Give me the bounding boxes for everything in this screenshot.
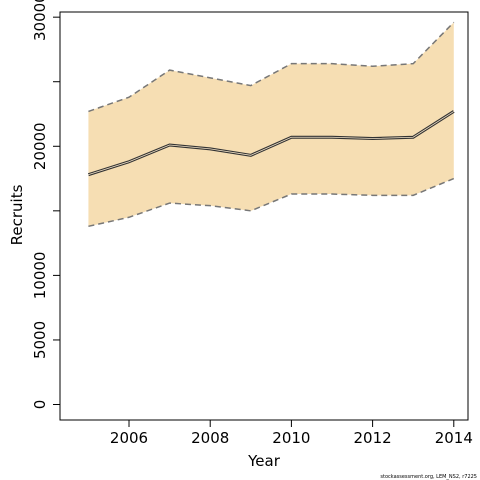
x-tick-label-2014: 2014 xyxy=(435,429,473,447)
y-tick-label-0: 0 xyxy=(31,400,49,410)
axes: 2006 2008 2010 2012 2014 0 5000 10000 20000 30000 xyxy=(31,0,473,447)
y-tick-label-10000: 10000 xyxy=(31,252,49,300)
y-tick-label-5000: 5000 xyxy=(31,321,49,359)
y-tick-label-30000: 30000 xyxy=(31,0,49,41)
y-axis-title: Recruits xyxy=(8,184,26,245)
lower-bound-line xyxy=(88,177,455,228)
plot-area xyxy=(87,21,455,228)
x-tick-label-2008: 2008 xyxy=(191,429,229,447)
confidence-band xyxy=(88,22,454,227)
credit-text: stockassessment.org, LEM_NS2, r7225 xyxy=(380,474,477,480)
x-tick-label-2006: 2006 xyxy=(110,429,148,447)
x-tick-label-2010: 2010 xyxy=(272,429,310,447)
upper-bound-line xyxy=(88,21,455,113)
x-axis-title: Year xyxy=(247,452,281,470)
x-tick-label-2012: 2012 xyxy=(354,429,392,447)
plot-frame xyxy=(59,11,469,421)
estimate-line-highlight xyxy=(88,111,455,176)
y-tick-label-20000: 20000 xyxy=(31,122,49,170)
